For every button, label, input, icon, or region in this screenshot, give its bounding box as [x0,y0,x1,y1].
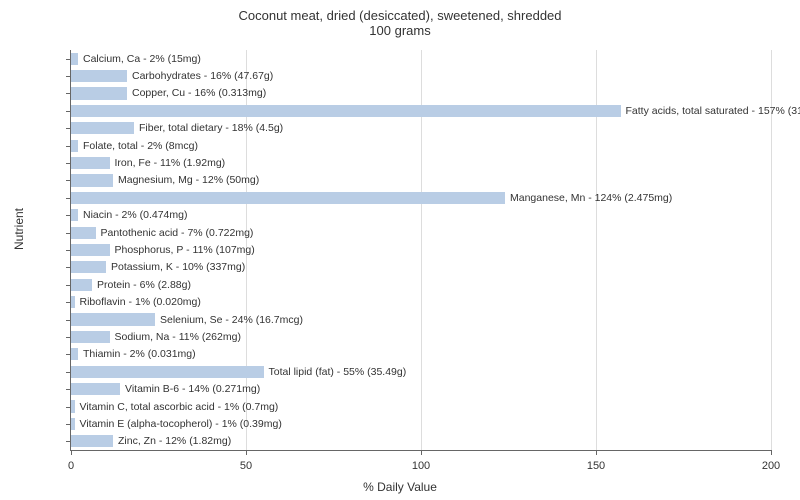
bar [71,192,505,204]
bar [71,348,78,360]
chart-title-line1: Coconut meat, dried (desiccated), sweete… [0,8,800,23]
bar-label: Folate, total - 2% (8mcg) [83,140,198,152]
x-tick [246,450,247,455]
bar [71,435,113,447]
x-tick-label: 100 [412,460,430,472]
bar-label: Fatty acids, total saturated - 157% (31.… [626,105,800,117]
x-tick-label: 0 [68,460,74,472]
bar [71,105,621,117]
bar-label: Vitamin B-6 - 14% (0.271mg) [125,383,260,395]
x-tick-label: 50 [240,460,252,472]
bar [71,209,78,221]
bar-label: Manganese, Mn - 124% (2.475mg) [510,192,672,204]
bar-label: Copper, Cu - 16% (0.313mg) [132,87,266,99]
bar [71,279,92,291]
chart-title-block: Coconut meat, dried (desiccated), sweete… [0,0,800,38]
bar-label: Selenium, Se - 24% (16.7mcg) [160,314,303,326]
bar-label: Riboflavin - 1% (0.020mg) [80,296,201,308]
bar-label: Magnesium, Mg - 12% (50mg) [118,174,259,186]
bar [71,174,113,186]
x-tick-label: 150 [587,460,605,472]
bar [71,87,127,99]
bar-label: Carbohydrates - 16% (47.67g) [132,70,273,82]
bar-label: Calcium, Ca - 2% (15mg) [83,53,201,65]
bar [71,157,110,169]
bar [71,366,264,378]
bar [71,227,96,239]
x-tick [71,450,72,455]
bar [71,140,78,152]
bar-label: Thiamin - 2% (0.031mg) [83,348,196,360]
bar [71,418,75,430]
bar [71,70,127,82]
bar [71,331,110,343]
bar [71,261,106,273]
bar [71,400,75,412]
bar-label: Sodium, Na - 11% (262mg) [115,331,241,343]
x-axis-label: % Daily Value [363,480,437,494]
y-axis-label: Nutrient [12,208,26,250]
chart-title-line2: 100 grams [0,23,800,38]
bar-label: Phosphorus, P - 11% (107mg) [115,244,255,256]
bar [71,244,110,256]
bar [71,313,155,325]
x-tick [771,450,772,455]
plot-area: 050100150200Calcium, Ca - 2% (15mg)Carbo… [70,50,771,451]
bar [71,122,134,134]
x-tick-label: 200 [762,460,780,472]
bar-label: Potassium, K - 10% (337mg) [111,261,245,273]
x-tick [596,450,597,455]
bar-label: Vitamin C, total ascorbic acid - 1% (0.7… [80,401,279,413]
bar-label: Niacin - 2% (0.474mg) [83,209,187,221]
bar [71,53,78,65]
chart-container: Coconut meat, dried (desiccated), sweete… [0,0,800,500]
bar-label: Fiber, total dietary - 18% (4.5g) [139,122,283,134]
bar-label: Zinc, Zn - 12% (1.82mg) [118,435,231,447]
bar-label: Vitamin E (alpha-tocopherol) - 1% (0.39m… [80,418,282,430]
x-tick [421,450,422,455]
bar-label: Total lipid (fat) - 55% (35.49g) [269,366,407,378]
bar [71,296,75,308]
bar [71,383,120,395]
bar-label: Pantothenic acid - 7% (0.722mg) [101,227,254,239]
bar-label: Iron, Fe - 11% (1.92mg) [115,157,226,169]
bar-label: Protein - 6% (2.88g) [97,279,191,291]
